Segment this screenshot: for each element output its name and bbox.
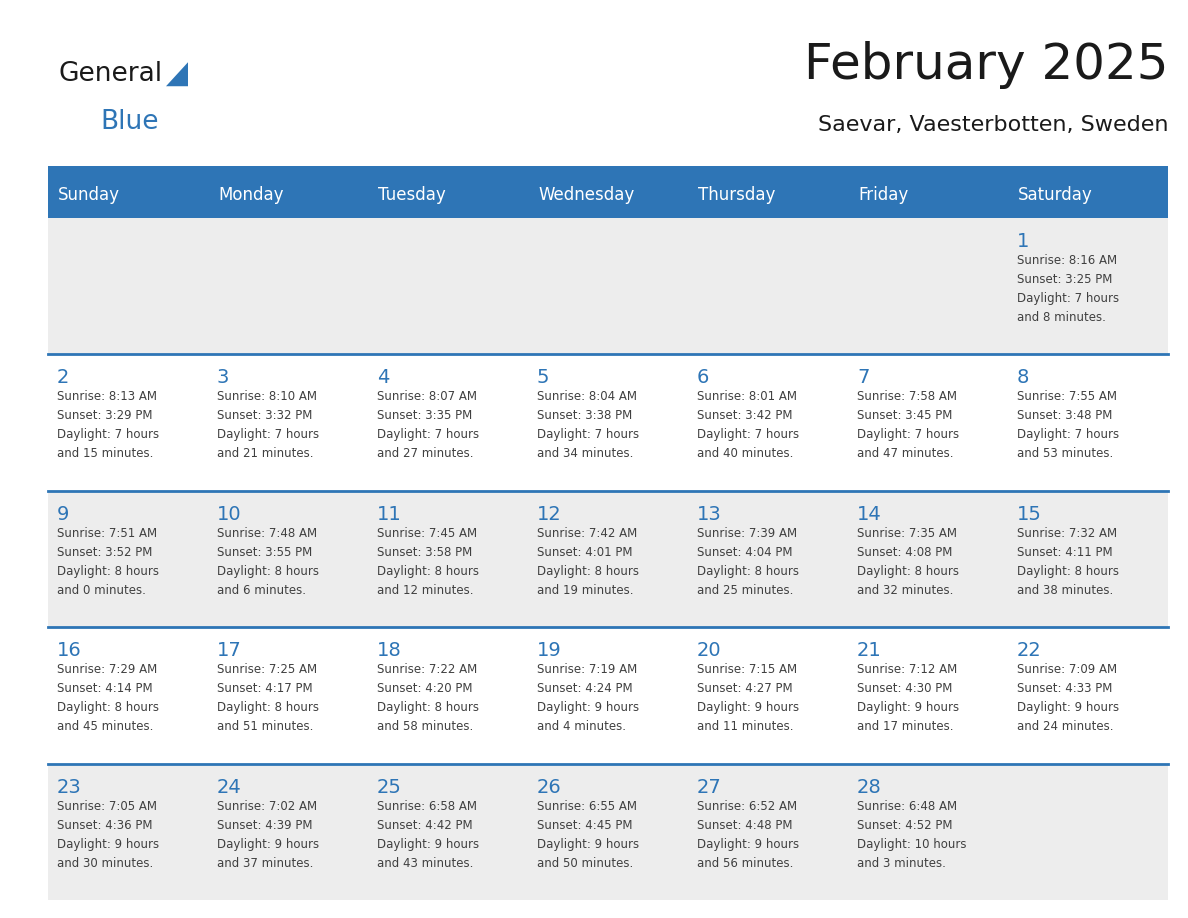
Text: Friday: Friday [858,186,909,204]
Text: February 2025: February 2025 [803,41,1168,89]
Text: Sunrise: 7:45 AM
Sunset: 3:58 PM
Daylight: 8 hours
and 12 minutes.: Sunrise: 7:45 AM Sunset: 3:58 PM Dayligh… [377,527,479,597]
Text: Wednesday: Wednesday [538,186,634,204]
Bar [48,354,1168,491]
Text: Sunrise: 7:09 AM
Sunset: 4:33 PM
Daylight: 9 hours
and 24 minutes.: Sunrise: 7:09 AM Sunset: 4:33 PM Dayligh… [1017,663,1119,733]
Text: Sunrise: 8:07 AM
Sunset: 3:35 PM
Daylight: 7 hours
and 27 minutes.: Sunrise: 8:07 AM Sunset: 3:35 PM Dayligh… [377,390,479,461]
Bar [48,764,1168,900]
Text: Sunrise: 7:05 AM
Sunset: 4:36 PM
Daylight: 9 hours
and 30 minutes.: Sunrise: 7:05 AM Sunset: 4:36 PM Dayligh… [57,800,159,869]
Text: 10: 10 [217,505,241,524]
Text: Sunrise: 7:58 AM
Sunset: 3:45 PM
Daylight: 7 hours
and 47 minutes.: Sunrise: 7:58 AM Sunset: 3:45 PM Dayligh… [857,390,959,461]
Text: 11: 11 [377,505,402,524]
Text: 4: 4 [377,368,390,387]
Text: 20: 20 [697,641,721,660]
Text: 18: 18 [377,641,402,660]
Text: Sunrise: 8:16 AM
Sunset: 3:25 PM
Daylight: 7 hours
and 8 minutes.: Sunrise: 8:16 AM Sunset: 3:25 PM Dayligh… [1017,254,1119,324]
Polygon shape [166,62,188,86]
Text: 17: 17 [217,641,241,660]
Text: 23: 23 [57,778,82,797]
Text: Sunrise: 7:02 AM
Sunset: 4:39 PM
Daylight: 9 hours
and 37 minutes.: Sunrise: 7:02 AM Sunset: 4:39 PM Dayligh… [217,800,320,869]
Text: Sunrise: 7:51 AM
Sunset: 3:52 PM
Daylight: 8 hours
and 0 minutes.: Sunrise: 7:51 AM Sunset: 3:52 PM Dayligh… [57,527,159,597]
Text: 16: 16 [57,641,82,660]
Text: 15: 15 [1017,505,1042,524]
Text: Tuesday: Tuesday [378,186,446,204]
Text: 8: 8 [1017,368,1029,387]
Text: Sunrise: 6:55 AM
Sunset: 4:45 PM
Daylight: 9 hours
and 50 minutes.: Sunrise: 6:55 AM Sunset: 4:45 PM Dayligh… [537,800,639,869]
Text: 24: 24 [217,778,241,797]
Text: General: General [58,62,162,87]
Text: 6: 6 [697,368,709,387]
Text: 5: 5 [537,368,550,387]
Text: 25: 25 [377,778,402,797]
Text: 21: 21 [857,641,881,660]
Text: Sunrise: 7:48 AM
Sunset: 3:55 PM
Daylight: 8 hours
and 6 minutes.: Sunrise: 7:48 AM Sunset: 3:55 PM Dayligh… [217,527,320,597]
Text: Sunrise: 8:10 AM
Sunset: 3:32 PM
Daylight: 7 hours
and 21 minutes.: Sunrise: 8:10 AM Sunset: 3:32 PM Dayligh… [217,390,320,461]
Text: 2: 2 [57,368,69,387]
Text: Sunrise: 6:48 AM
Sunset: 4:52 PM
Daylight: 10 hours
and 3 minutes.: Sunrise: 6:48 AM Sunset: 4:52 PM Dayligh… [857,800,967,869]
Text: 12: 12 [537,505,562,524]
Text: Sunrise: 8:01 AM
Sunset: 3:42 PM
Daylight: 7 hours
and 40 minutes.: Sunrise: 8:01 AM Sunset: 3:42 PM Dayligh… [697,390,800,461]
Text: Sunrise: 7:29 AM
Sunset: 4:14 PM
Daylight: 8 hours
and 45 minutes.: Sunrise: 7:29 AM Sunset: 4:14 PM Dayligh… [57,663,159,733]
Text: 3: 3 [217,368,229,387]
Text: 27: 27 [697,778,722,797]
Text: Sunrise: 7:55 AM
Sunset: 3:48 PM
Daylight: 7 hours
and 53 minutes.: Sunrise: 7:55 AM Sunset: 3:48 PM Dayligh… [1017,390,1119,461]
Text: Sunrise: 6:52 AM
Sunset: 4:48 PM
Daylight: 9 hours
and 56 minutes.: Sunrise: 6:52 AM Sunset: 4:48 PM Dayligh… [697,800,800,869]
Text: 1: 1 [1017,232,1029,251]
Text: Sunrise: 6:58 AM
Sunset: 4:42 PM
Daylight: 9 hours
and 43 minutes.: Sunrise: 6:58 AM Sunset: 4:42 PM Dayligh… [377,800,479,869]
Text: 14: 14 [857,505,881,524]
Text: Sunrise: 7:15 AM
Sunset: 4:27 PM
Daylight: 9 hours
and 11 minutes.: Sunrise: 7:15 AM Sunset: 4:27 PM Dayligh… [697,663,800,733]
Text: Sunrise: 8:04 AM
Sunset: 3:38 PM
Daylight: 7 hours
and 34 minutes.: Sunrise: 8:04 AM Sunset: 3:38 PM Dayligh… [537,390,639,461]
Text: Sunrise: 7:42 AM
Sunset: 4:01 PM
Daylight: 8 hours
and 19 minutes.: Sunrise: 7:42 AM Sunset: 4:01 PM Dayligh… [537,527,639,597]
Text: Sunrise: 7:39 AM
Sunset: 4:04 PM
Daylight: 8 hours
and 25 minutes.: Sunrise: 7:39 AM Sunset: 4:04 PM Dayligh… [697,527,800,597]
Text: Sunrise: 7:19 AM
Sunset: 4:24 PM
Daylight: 9 hours
and 4 minutes.: Sunrise: 7:19 AM Sunset: 4:24 PM Dayligh… [537,663,639,733]
Bar [48,491,1168,627]
Text: 26: 26 [537,778,562,797]
Text: Sunrise: 7:35 AM
Sunset: 4:08 PM
Daylight: 8 hours
and 32 minutes.: Sunrise: 7:35 AM Sunset: 4:08 PM Dayligh… [857,527,959,597]
Text: 19: 19 [537,641,562,660]
Text: Monday: Monday [219,186,284,204]
Text: Sunrise: 7:25 AM
Sunset: 4:17 PM
Daylight: 8 hours
and 51 minutes.: Sunrise: 7:25 AM Sunset: 4:17 PM Dayligh… [217,663,320,733]
Text: 7: 7 [857,368,870,387]
Text: Thursday: Thursday [699,186,776,204]
Bar [48,627,1168,764]
Text: Sunrise: 7:32 AM
Sunset: 4:11 PM
Daylight: 8 hours
and 38 minutes.: Sunrise: 7:32 AM Sunset: 4:11 PM Dayligh… [1017,527,1119,597]
Text: Sunrise: 8:13 AM
Sunset: 3:29 PM
Daylight: 7 hours
and 15 minutes.: Sunrise: 8:13 AM Sunset: 3:29 PM Dayligh… [57,390,159,461]
Text: Blue: Blue [100,108,158,135]
Text: Saturday: Saturday [1018,186,1093,204]
Text: 9: 9 [57,505,69,524]
Text: 22: 22 [1017,641,1042,660]
Text: 28: 28 [857,778,881,797]
Bar [48,218,1168,354]
Text: Sunrise: 7:12 AM
Sunset: 4:30 PM
Daylight: 9 hours
and 17 minutes.: Sunrise: 7:12 AM Sunset: 4:30 PM Dayligh… [857,663,959,733]
Text: Sunday: Sunday [58,186,120,204]
Bar [48,172,1168,218]
Text: 13: 13 [697,505,722,524]
Text: Sunrise: 7:22 AM
Sunset: 4:20 PM
Daylight: 8 hours
and 58 minutes.: Sunrise: 7:22 AM Sunset: 4:20 PM Dayligh… [377,663,479,733]
Text: Saevar, Vaesterbotten, Sweden: Saevar, Vaesterbotten, Sweden [817,115,1168,135]
Bar [48,166,1168,172]
